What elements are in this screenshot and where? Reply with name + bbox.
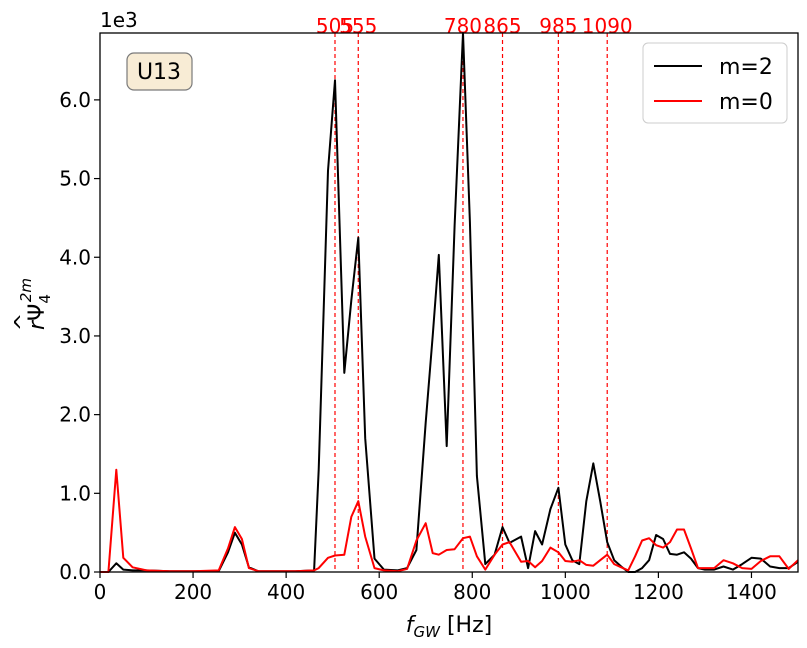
x-axis-label: fGW [Hz] [406, 613, 492, 641]
vline-label-505: 505 [316, 14, 354, 38]
x-tick-label: 200 [174, 580, 212, 604]
y-tick-label: 0.0 [59, 560, 91, 584]
y-tick-label: 4.0 [59, 245, 91, 269]
y-axis-label: rΨ42m ^ [11, 278, 54, 331]
x-tick-label: 1200 [633, 580, 684, 604]
x-tick-label: 1000 [540, 580, 591, 604]
vline-label-865: 865 [483, 14, 521, 38]
vline-label-1090: 1090 [582, 14, 633, 38]
y-axis-ticks: 0.0 1.0 2.0 3.0 4.0 5.0 6.0 [59, 88, 100, 584]
y-tick-label: 1.0 [59, 481, 91, 505]
series-lines [100, 32, 799, 573]
panel-badge: U13 [126, 52, 193, 91]
x-tick-label: 0 [94, 580, 107, 604]
x-tick-label: 800 [453, 580, 491, 604]
x-tick-label: 1400 [726, 580, 777, 604]
y-tick-label: 2.0 [59, 403, 91, 427]
legend: m=2 m=0 [642, 42, 788, 124]
x-axis-ticks: 0 200 400 600 800 1000 1200 1400 [94, 572, 777, 604]
svg-text:U13: U13 [137, 60, 181, 85]
x-tick-label: 600 [360, 580, 398, 604]
y-tick-label: 5.0 [59, 167, 91, 191]
vline-label-985: 985 [539, 14, 577, 38]
series-line-m0 [100, 468, 799, 573]
y-tick-label: 6.0 [59, 88, 91, 112]
plot-frame [99, 32, 799, 573]
legend-label-m2: m=2 [719, 55, 773, 80]
y-tick-label: 3.0 [59, 324, 91, 348]
svg-text:^: ^ [11, 313, 36, 331]
svg-text:rΨ42m: rΨ42m [17, 278, 54, 330]
vline-label-555: 555 [339, 14, 377, 38]
legend-label-m0: m=0 [719, 90, 773, 115]
scale-label: 1e3 [100, 8, 138, 32]
x-tick-label: 400 [267, 580, 305, 604]
